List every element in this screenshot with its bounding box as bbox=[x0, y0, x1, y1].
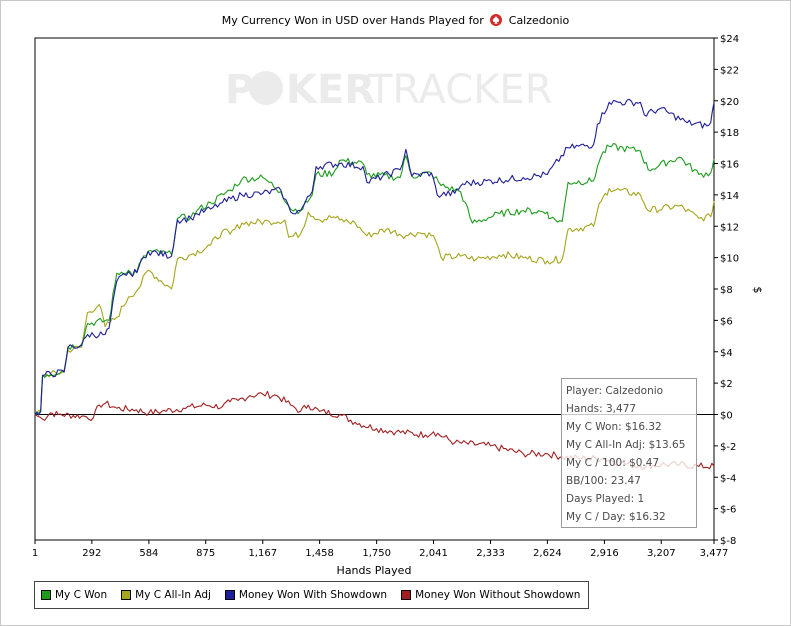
legend-swatch bbox=[224, 590, 235, 600]
x-tick-label: 1,167 bbox=[248, 548, 277, 559]
chart-title-prefix: My Currency Won in USD over Hands Played… bbox=[221, 14, 484, 27]
y-axis: $24 $22 $20 $18 $16 $14 $12 $10 $8 $6 $4 $2 $0 $-2 $-4… bbox=[714, 34, 739, 547]
y-tick-label: $18 bbox=[720, 128, 739, 139]
y-tick-label: $-8 bbox=[720, 536, 736, 547]
pokertracker-logo: P KER TRACKER bbox=[225, 67, 553, 113]
x-tick-label: 1,458 bbox=[305, 548, 334, 559]
legend-label: Money Won Without Showdown bbox=[415, 589, 581, 601]
x-tick-label: 2,624 bbox=[533, 548, 562, 559]
x-axis-title: Hands Played bbox=[337, 564, 412, 577]
y-tick-label: $6 bbox=[720, 316, 733, 327]
y-tick-label: $24 bbox=[720, 34, 739, 45]
svg-text:KER: KER bbox=[286, 67, 375, 113]
svg-text:P: P bbox=[225, 67, 254, 113]
x-tick-label: 2,916 bbox=[590, 548, 619, 559]
legend-item[interactable]: Money Won With Showdown bbox=[224, 589, 388, 601]
y-tick-label: $2 bbox=[720, 379, 733, 390]
legend: My C Won My C All-In Adj Money Won With Sh… bbox=[34, 581, 590, 609]
summary-won: My C Won: $16.32 bbox=[566, 421, 662, 433]
x-axis: 1 292 584 875 1,167 1,458 1,750 2,041 2,333 2,624… bbox=[32, 540, 729, 559]
y-axis-title: $ bbox=[751, 287, 764, 294]
summary-allin-adj: My C All-In Adj: $13.65 bbox=[566, 439, 686, 451]
legend-label: Money Won With Showdown bbox=[238, 589, 388, 601]
series-line-my-c-won bbox=[34, 142, 715, 416]
x-tick-label: 3,207 bbox=[647, 548, 676, 559]
summary-per-day: My C / Day: $16.32 bbox=[566, 511, 666, 523]
x-tick-label: 2,041 bbox=[419, 548, 448, 559]
summary-bb-100: BB/100: 23.47 bbox=[566, 475, 641, 487]
player-summary-box: Player: Calzedonio Hands: 3,477 My C Won… bbox=[561, 378, 697, 528]
y-tick-label: $22 bbox=[720, 65, 739, 76]
y-tick-label: $8 bbox=[720, 285, 733, 296]
y-tick-label: $14 bbox=[720, 191, 739, 202]
chart-title: My Currency Won in USD over Hands Played… bbox=[0, 14, 791, 27]
y-tick-label: $-2 bbox=[720, 442, 736, 453]
x-tick-label: 1 bbox=[32, 548, 38, 559]
x-tick-label: 3,477 bbox=[700, 548, 729, 559]
series-line-money-won-with-showdown bbox=[34, 98, 715, 416]
legend-swatch bbox=[41, 590, 51, 600]
summary-hands: Hands: 3,477 bbox=[566, 403, 637, 415]
y-tick-label: $0 bbox=[720, 411, 733, 422]
legend-item[interactable]: Money Won Without Showdown bbox=[401, 589, 580, 601]
legend-label: My C All-In Adj bbox=[135, 589, 211, 601]
y-tick-label: $-4 bbox=[720, 473, 736, 484]
legend-label: My C Won bbox=[55, 589, 108, 601]
y-tick-label: $12 bbox=[720, 222, 739, 233]
summary-per-100: My C / 100: $0.47 bbox=[566, 457, 660, 469]
series-line-my-c-all-in-adj bbox=[34, 187, 715, 415]
legend-item[interactable]: My C All-In Adj bbox=[121, 589, 211, 601]
x-tick-label: 1,750 bbox=[362, 548, 391, 559]
x-tick-label: 875 bbox=[196, 548, 215, 559]
legend-swatch bbox=[121, 590, 132, 600]
summary-player: Player: Calzedonio bbox=[566, 385, 664, 397]
y-tick-label: $4 bbox=[720, 348, 733, 359]
x-tick-label: 292 bbox=[82, 548, 101, 559]
y-tick-label: $-6 bbox=[720, 505, 736, 516]
x-tick-label: 2,333 bbox=[476, 548, 505, 559]
y-tick-label: $20 bbox=[720, 97, 739, 108]
legend-swatch bbox=[401, 590, 412, 600]
pokertracker-spade-icon bbox=[490, 14, 503, 26]
chart-title-player: Calzedonio bbox=[508, 14, 570, 27]
legend-item[interactable]: My C Won bbox=[41, 589, 107, 601]
svg-text:TRACKER: TRACKER bbox=[367, 67, 553, 113]
y-tick-label: $10 bbox=[720, 254, 739, 265]
y-tick-label: $16 bbox=[720, 160, 739, 171]
summary-days: Days Played: 1 bbox=[566, 493, 645, 505]
x-tick-label: 584 bbox=[139, 548, 158, 559]
